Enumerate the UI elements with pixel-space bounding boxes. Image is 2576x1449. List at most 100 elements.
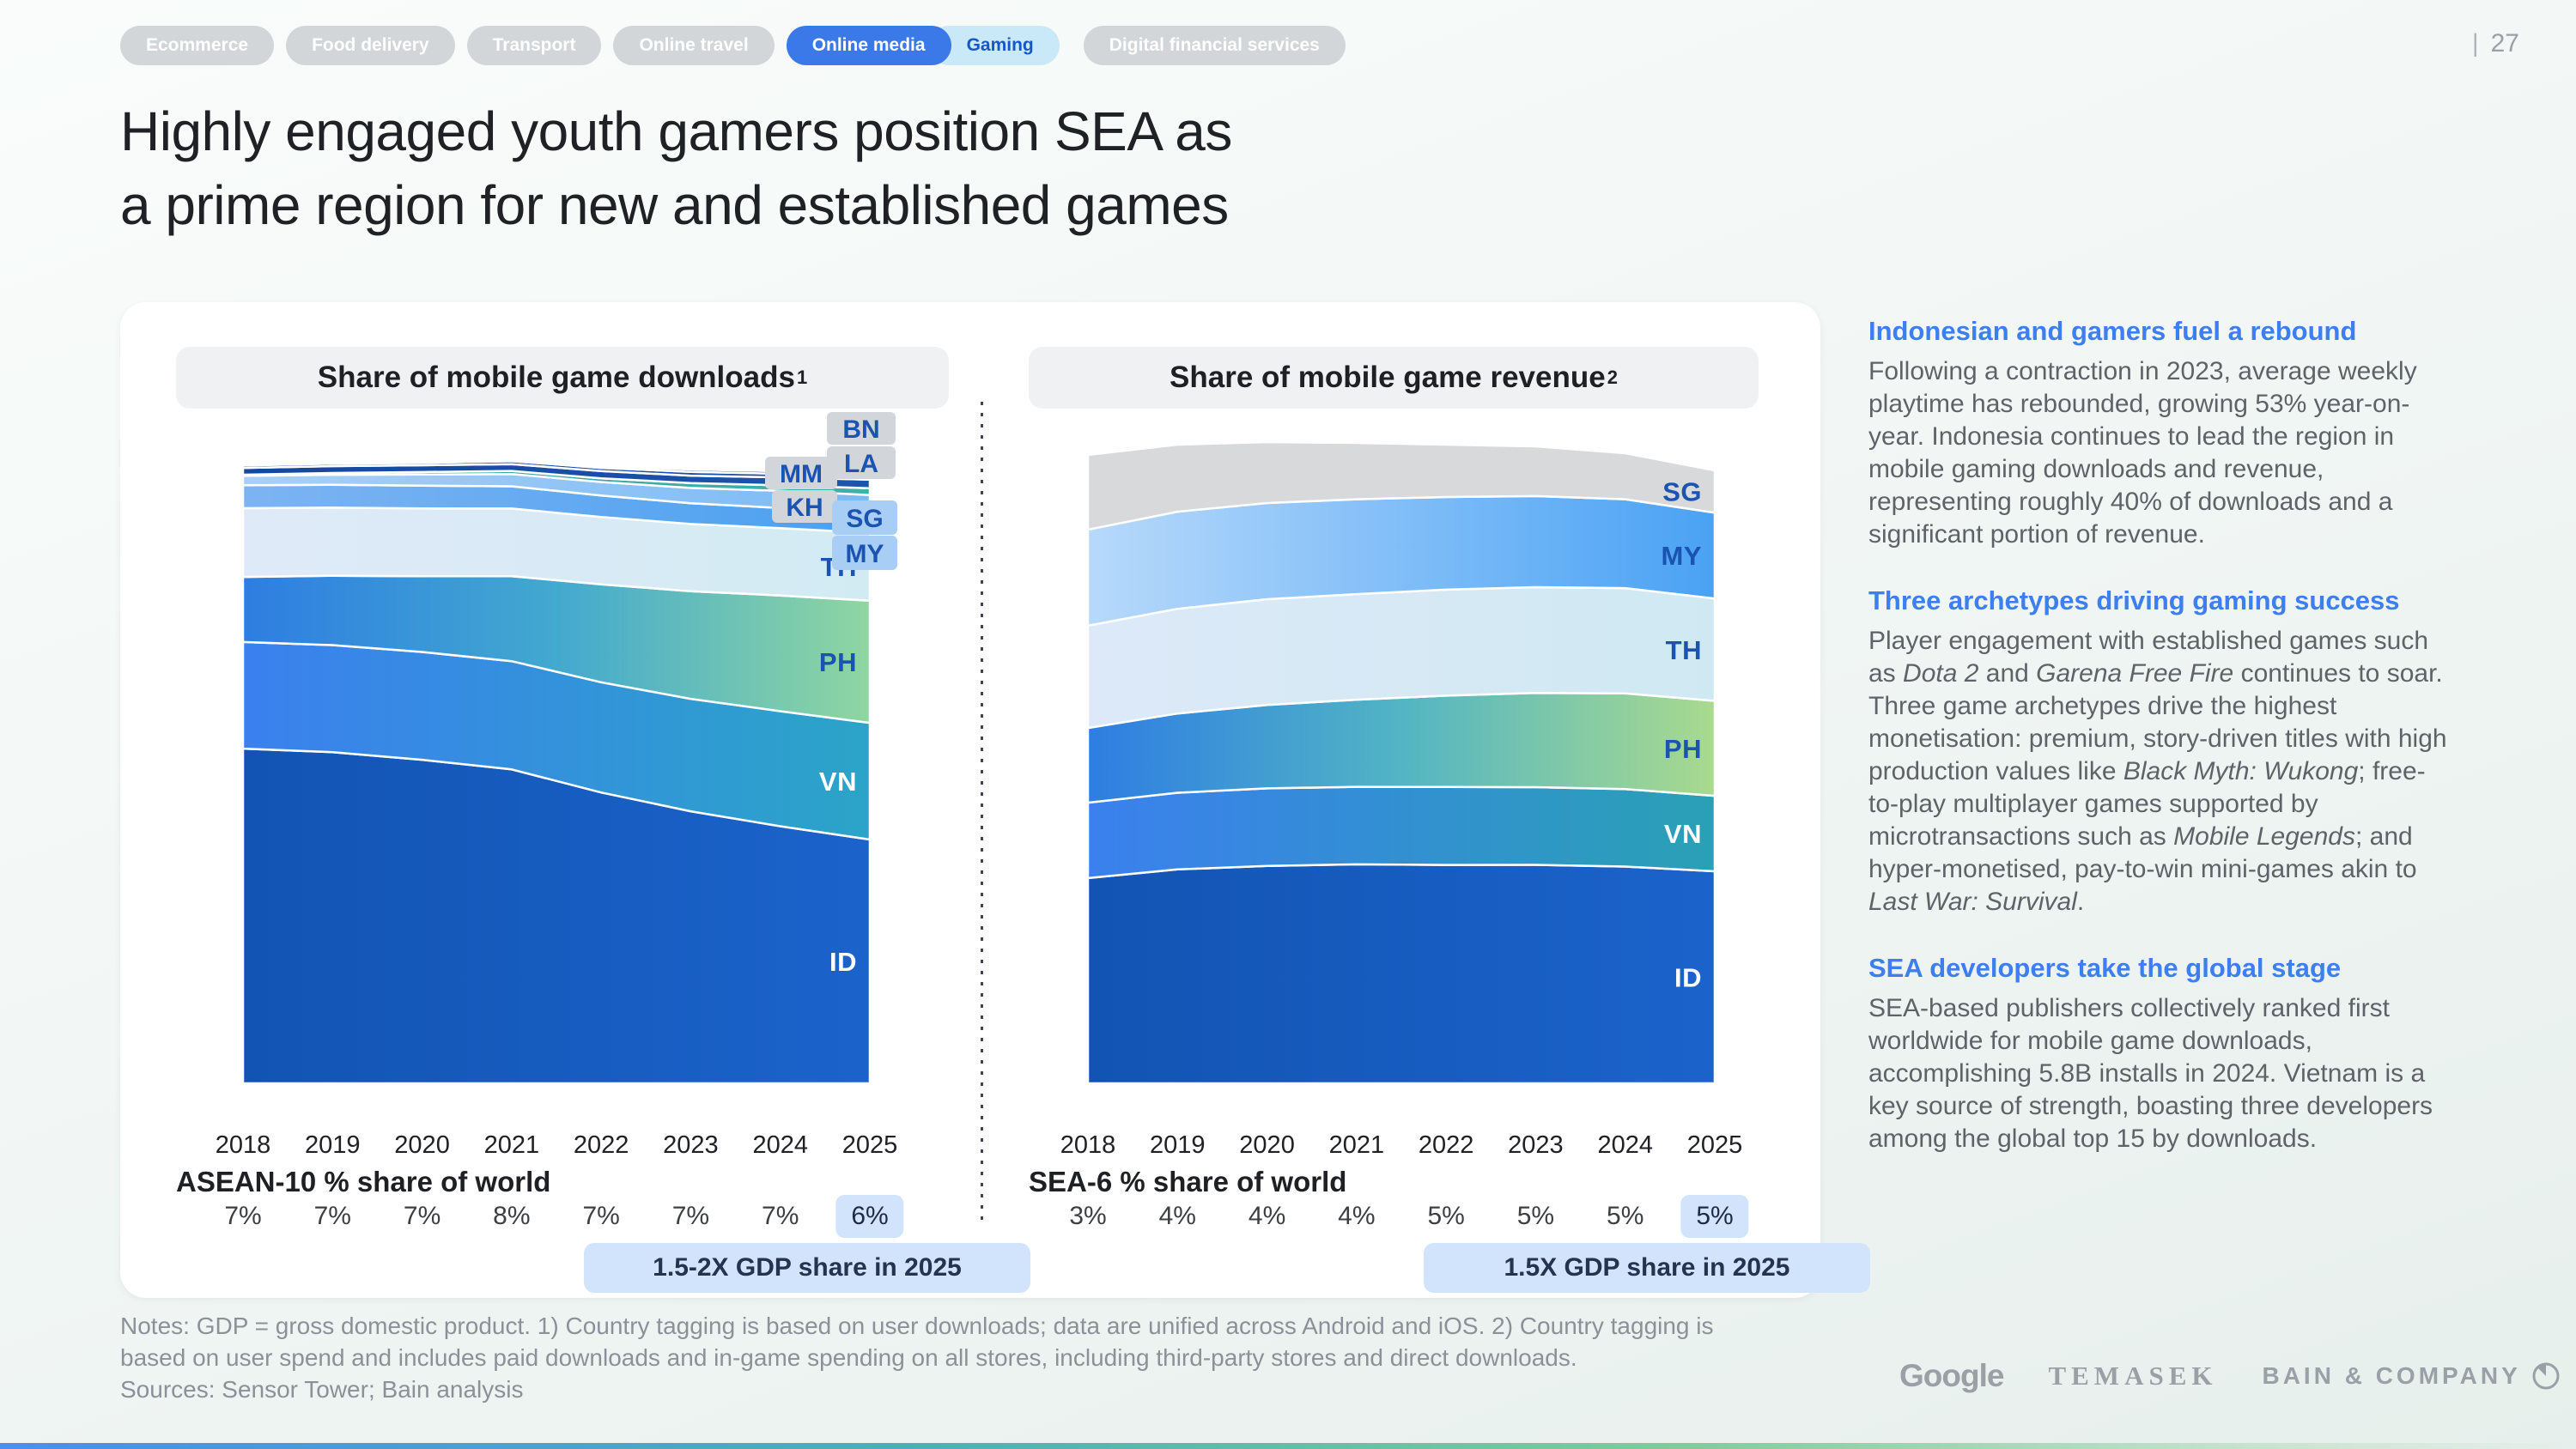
world-share-value-2023: 7% (671, 1202, 710, 1230)
sector-tab-transport[interactable]: Transport (466, 26, 602, 65)
revenue-footnote-marker: 2 (1607, 367, 1618, 388)
sources-line: Sources: Sensor Tower; Bain analysis (120, 1376, 524, 1403)
page-number-divider: | (2471, 29, 2479, 58)
footnotes: Notes: GDP = gross domestic product. 1) … (120, 1310, 1714, 1405)
year-tick-2022: 2022 (573, 1131, 629, 1159)
sector-tab-digital-financial-services[interactable]: Digital financial services (1083, 26, 1346, 65)
series-label-VN: VN (1664, 819, 1702, 849)
bain-logo: BAIN & COMPANY (2262, 1361, 2560, 1391)
year-tick-2019: 2019 (1150, 1131, 1206, 1159)
footer-logos: Google TEMASEK BAIN & COMPANY (1899, 1358, 2561, 1394)
series-chip-label-SG: SG (846, 505, 883, 533)
world-share-value-2022: 5% (1427, 1202, 1465, 1230)
sidebar-block-archetypes: Three archetypes driving gaming success … (1868, 585, 2451, 919)
series-chip-bg-LA (827, 446, 896, 479)
revenue-x-axis: 2018 2019 2020 2021 2022 2023 2024 2025 (1060, 1131, 1743, 1166)
year-tick-2024: 2024 (752, 1131, 808, 1159)
world-share-value-2020: 4% (1248, 1202, 1286, 1230)
series-label-ID: ID (1674, 963, 1702, 993)
page-title: Highly engaged youth gamers position SEA… (120, 94, 1232, 242)
downloads-world-share-label: ASEAN-10 % share of world (176, 1166, 551, 1197)
series-chip-bg-SG (832, 500, 897, 535)
world-share-value-2019: 7% (313, 1202, 351, 1230)
area-band-VN (1088, 785, 1716, 880)
world-share-value-2024: 7% (762, 1202, 799, 1230)
bottom-gradient-strip (0, 1443, 2576, 1449)
downloads-chart-title-text: Share of mobile game downloads (317, 361, 795, 394)
bain-logo-text: BAIN & COMPANY (2262, 1362, 2521, 1389)
area-band-ID (1088, 863, 1716, 1085)
year-tick-2018: 2018 (215, 1131, 271, 1159)
world-share-value-2021: 4% (1338, 1202, 1376, 1230)
series-label-PH: PH (1664, 734, 1702, 764)
sidebar-body-developers: SEA-based publishers collectively ranked… (1868, 994, 2433, 1153)
sidebar-body-rebound: Following a contraction in 2023, average… (1868, 357, 2417, 549)
year-tick-2021: 2021 (1328, 1131, 1385, 1159)
year-tick-2021: 2021 (483, 1131, 540, 1159)
series-chip-bg-MY (832, 536, 897, 570)
sector-tab-online-media[interactable]: Online media (786, 26, 951, 65)
world-share-value-2018: 3% (1069, 1202, 1107, 1230)
sidebar-heading-developers: SEA developers take the global stage (1868, 953, 2342, 983)
series-chip-label-BN: BN (842, 415, 879, 444)
downloads-world-share-values: 7% 7% 7% 8% 7% 7% 7% 6% (224, 1195, 904, 1248)
world-share-value-2022: 7% (582, 1202, 620, 1230)
sector-tab-ecommerce[interactable]: Ecommerce (120, 26, 275, 65)
sidebar-heading-rebound: Indonesian and gamers fuel a rebound (1868, 316, 2357, 346)
downloads-stacked-area-chart: THPHVNIDBNLAMMKHSGMY (243, 412, 897, 1085)
world-share-value-2018: 7% (224, 1202, 262, 1230)
downloads-x-axis: 2018 2019 2020 2021 2022 2023 2024 2025 (216, 1131, 898, 1166)
sidebar-block-rebound: Indonesian and gamers fuel a rebound Fol… (1868, 316, 2451, 551)
series-chip-bg-MM (765, 457, 837, 489)
year-tick-2022: 2022 (1418, 1131, 1474, 1159)
series-chip-label-MM: MM (780, 460, 823, 488)
world-share-value-2023: 5% (1516, 1202, 1555, 1230)
charts-card: Share of mobile game downloads 1 Share of… (120, 302, 1870, 1298)
world-share-value-2025: 5% (1680, 1195, 1749, 1238)
year-tick-2025: 2025 (841, 1131, 898, 1159)
downloads-chart-title: Share of mobile game downloads 1 (176, 347, 949, 409)
series-chip-bg-BN (827, 412, 896, 445)
revenue-world-share-values: 3% 4% 4% 4% 5% 5% 5% 5% (1069, 1195, 1749, 1248)
series-chip-label-LA: LA (844, 450, 878, 478)
year-tick-2020: 2020 (1239, 1131, 1295, 1159)
downloads-gdp-badge: 1.5-2X GDP share in 2025 (584, 1243, 1030, 1293)
google-logo: Google (1899, 1358, 2004, 1393)
sector-tab-food-delivery[interactable]: Food delivery (286, 26, 455, 65)
year-tick-2023: 2023 (663, 1131, 719, 1159)
sidebar-heading-archetypes: Three archetypes driving gaming success (1868, 585, 2400, 615)
page-number: | 27 (2472, 29, 2519, 58)
bain-circle-icon (2532, 1362, 2560, 1390)
year-tick-2025: 2025 (1686, 1131, 1743, 1159)
year-tick-2023: 2023 (1508, 1131, 1564, 1159)
downloads-footnote-marker: 1 (796, 367, 808, 388)
page-title-line2: a prime region for new and established g… (120, 174, 1229, 236)
footnote-line-1: Notes: GDP = gross domestic product. 1) … (120, 1313, 1714, 1339)
series-label-SG: SG (1662, 477, 1702, 507)
world-share-value-2019: 4% (1158, 1202, 1196, 1230)
temasek-logo: TEMASEK (2048, 1361, 2218, 1391)
revenue-world-share-label: SEA-6 % share of world (1029, 1166, 1347, 1197)
sidebar-block-developers: SEA developers take the global stage SEA… (1868, 953, 2451, 1155)
year-tick-2018: 2018 (1060, 1131, 1116, 1159)
year-tick-2024: 2024 (1597, 1131, 1653, 1159)
sector-tab-online-travel[interactable]: Online travel (613, 26, 775, 65)
revenue-chart-title-text: Share of mobile game revenue (1170, 361, 1606, 394)
sector-tab-bar: Ecommerce Food delivery Transport Online tr… (120, 26, 1358, 65)
area-band-SG (1088, 440, 1716, 531)
dotted-divider (981, 402, 983, 1228)
year-tick-2019: 2019 (305, 1131, 361, 1159)
series-label-TH: TH (1666, 635, 1702, 665)
series-label-MY: MY (1662, 541, 1703, 571)
world-share-value-2025: 6% (835, 1195, 904, 1238)
series-chip-label-KH: KH (786, 494, 823, 522)
page-number-value: 27 (2490, 29, 2519, 58)
revenue-gdp-badge: 1.5X GDP share in 2025 (1424, 1243, 1870, 1293)
series-label-VN: VN (819, 767, 857, 797)
world-share-value-2020: 7% (403, 1202, 441, 1230)
revenue-stacked-area-chart: SG MY TH PH VN ID (1088, 440, 1716, 1085)
year-tick-2020: 2020 (394, 1131, 450, 1159)
sidebar-body-archetypes: Player engagement with established games… (1868, 627, 2447, 916)
world-share-value-2024: 5% (1607, 1202, 1644, 1230)
